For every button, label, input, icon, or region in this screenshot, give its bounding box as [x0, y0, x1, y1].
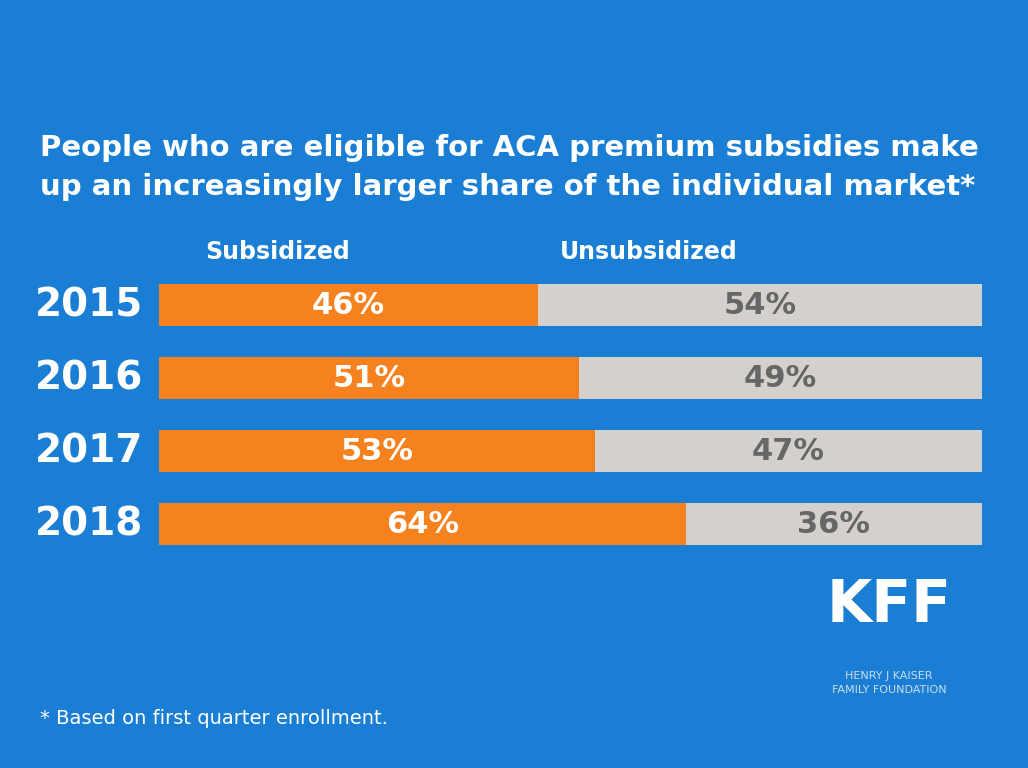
Text: up an increasingly larger share of the individual market*: up an increasingly larger share of the i… [40, 173, 976, 200]
Text: * Based on first quarter enrollment.: * Based on first quarter enrollment. [40, 709, 388, 728]
Bar [159, 430, 595, 472]
Text: 47%: 47% [751, 437, 825, 465]
Text: 2015: 2015 [35, 286, 143, 324]
Text: 2018: 2018 [35, 505, 143, 543]
Text: 64%: 64% [386, 510, 460, 538]
Bar [159, 503, 686, 545]
Bar [686, 503, 982, 545]
Text: 36%: 36% [797, 510, 871, 538]
Text: 54%: 54% [723, 291, 797, 319]
Text: Unsubsidized: Unsubsidized [560, 240, 738, 264]
Text: 46%: 46% [311, 291, 386, 319]
Bar [159, 357, 579, 399]
Text: 51%: 51% [332, 364, 406, 392]
Text: HENRY J KAISER
FAMILY FOUNDATION: HENRY J KAISER FAMILY FOUNDATION [832, 671, 947, 695]
Text: People who are eligible for ACA premium subsidies make: People who are eligible for ACA premium … [40, 134, 979, 162]
Text: 49%: 49% [743, 364, 817, 392]
Text: CHART OF THE WEEK: CHART OF THE WEEK [60, 59, 270, 78]
Text: 53%: 53% [340, 437, 414, 465]
Bar [595, 430, 982, 472]
Bar [579, 357, 982, 399]
Text: 2017: 2017 [35, 432, 143, 470]
Bar [538, 284, 982, 326]
Text: Subsidized: Subsidized [206, 240, 351, 264]
Bar [159, 284, 538, 326]
Text: 2016: 2016 [35, 359, 143, 397]
Text: KFF: KFF [827, 577, 952, 634]
